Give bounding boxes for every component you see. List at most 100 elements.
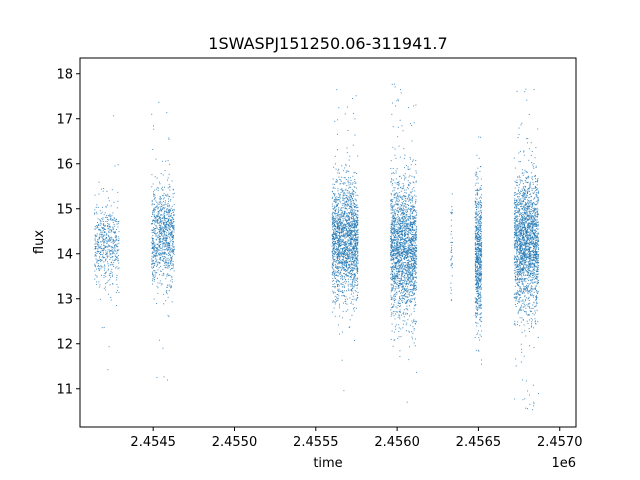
data-point xyxy=(341,229,343,230)
data-point xyxy=(392,298,394,300)
data-point xyxy=(332,233,334,235)
data-point xyxy=(336,294,338,296)
data-point xyxy=(98,268,100,270)
data-point xyxy=(332,268,334,270)
data-point xyxy=(98,224,100,226)
data-point xyxy=(349,229,351,231)
data-point xyxy=(355,259,357,261)
data-point xyxy=(105,250,107,252)
data-point xyxy=(335,227,337,229)
data-point xyxy=(353,307,355,309)
data-point xyxy=(393,283,395,285)
data-point xyxy=(160,173,162,175)
data-point xyxy=(336,235,338,237)
data-point xyxy=(167,379,169,381)
data-point xyxy=(401,217,403,219)
data-point xyxy=(403,266,405,268)
data-point xyxy=(337,223,339,225)
data-point xyxy=(393,216,395,218)
data-point xyxy=(396,182,398,184)
data-point xyxy=(161,247,163,249)
data-point xyxy=(331,245,333,247)
data-point xyxy=(350,272,352,274)
data-point xyxy=(409,199,411,201)
data-point xyxy=(347,190,349,192)
data-point xyxy=(399,253,401,255)
data-point xyxy=(409,240,411,242)
data-point xyxy=(336,204,338,206)
data-point xyxy=(397,208,399,210)
data-point xyxy=(333,207,335,209)
data-point xyxy=(392,271,394,273)
data-point xyxy=(332,208,334,210)
data-point xyxy=(339,242,341,244)
data-point xyxy=(404,226,406,228)
data-point xyxy=(171,205,173,207)
data-point xyxy=(337,259,339,261)
data-point xyxy=(157,228,159,230)
data-point xyxy=(349,273,351,275)
data-point xyxy=(164,249,166,251)
data-point xyxy=(349,224,351,226)
data-point xyxy=(159,197,161,199)
data-point xyxy=(346,221,348,223)
data-point xyxy=(391,224,393,226)
data-points xyxy=(94,83,540,411)
data-point xyxy=(99,234,101,236)
data-point xyxy=(408,231,410,233)
data-point xyxy=(399,208,401,210)
data-point xyxy=(411,236,413,238)
data-point xyxy=(345,201,347,203)
data-point xyxy=(404,320,406,322)
data-point xyxy=(397,230,399,232)
data-point xyxy=(356,269,358,271)
data-point xyxy=(414,254,416,256)
data-point xyxy=(392,238,394,240)
data-point xyxy=(393,261,395,263)
data-point xyxy=(353,220,355,222)
data-point xyxy=(394,294,396,296)
data-point xyxy=(400,265,402,267)
data-point xyxy=(343,195,345,197)
data-point xyxy=(412,268,414,270)
data-point xyxy=(396,310,398,312)
data-point xyxy=(163,230,165,232)
data-point xyxy=(355,194,357,196)
data-point xyxy=(404,209,406,211)
data-point xyxy=(166,254,168,256)
data-point xyxy=(401,236,403,238)
data-point xyxy=(407,319,409,321)
data-point xyxy=(406,290,408,292)
data-point xyxy=(334,195,336,197)
data-point xyxy=(400,234,402,236)
data-point xyxy=(159,247,161,249)
data-point xyxy=(102,223,104,225)
data-point xyxy=(171,258,173,260)
data-point xyxy=(161,253,163,255)
data-point xyxy=(340,217,342,219)
data-point xyxy=(162,195,164,197)
data-point xyxy=(114,259,116,261)
data-point xyxy=(105,252,107,254)
data-point xyxy=(393,249,395,251)
data-point xyxy=(101,233,103,235)
data-point xyxy=(161,186,163,188)
data-point xyxy=(163,264,165,266)
data-point xyxy=(344,203,346,205)
data-point xyxy=(331,272,333,273)
data-point xyxy=(353,298,355,300)
data-point xyxy=(401,254,403,256)
data-point xyxy=(164,259,166,261)
data-point xyxy=(101,327,103,329)
data-point xyxy=(344,245,346,246)
data-point xyxy=(160,258,162,260)
data-point xyxy=(104,272,106,274)
data-point xyxy=(353,276,355,278)
data-point xyxy=(398,176,400,178)
data-point xyxy=(102,234,104,236)
data-point xyxy=(155,261,157,263)
data-point xyxy=(351,196,352,198)
data-point xyxy=(161,227,163,229)
data-point xyxy=(353,225,355,227)
data-point xyxy=(163,274,165,276)
